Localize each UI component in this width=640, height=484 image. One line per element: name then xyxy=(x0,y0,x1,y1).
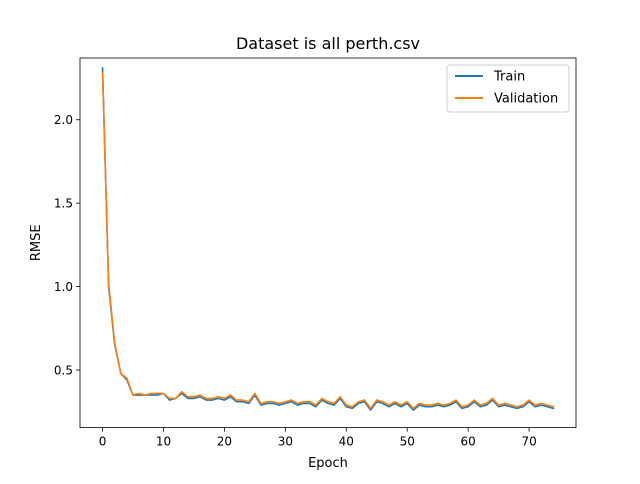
y-axis-label: RMSE xyxy=(29,224,44,261)
x-tick-label: 70 xyxy=(521,435,536,449)
y-tick-label: 2.0 xyxy=(54,113,73,127)
x-tick-label: 60 xyxy=(461,435,476,449)
y-tick-label: 1.0 xyxy=(54,280,73,294)
x-tick-label: 0 xyxy=(99,435,107,449)
y-tick-label: 0.5 xyxy=(54,364,73,378)
legend-label-validation: Validation xyxy=(494,92,558,107)
x-tick-label: 30 xyxy=(278,435,293,449)
x-tick-label: 10 xyxy=(156,435,171,449)
x-axis-ticks: 0 10 20 30 40 50 60 70 xyxy=(99,427,537,449)
x-tick-label: 20 xyxy=(217,435,232,449)
x-tick-label: 40 xyxy=(339,435,354,449)
legend-label-train: Train xyxy=(493,70,525,85)
chart-title: Dataset is all perth.csv xyxy=(236,34,420,53)
x-tick-label: 50 xyxy=(400,435,415,449)
y-axis-ticks: 0.5 1.0 1.5 2.0 xyxy=(54,113,80,378)
x-axis-label: Epoch xyxy=(308,456,348,471)
axes-frame xyxy=(79,57,577,429)
y-tick-label: 1.5 xyxy=(54,197,73,211)
series-layer xyxy=(101,67,555,411)
legend: Train Validation xyxy=(446,64,570,113)
series-line-validation xyxy=(101,72,555,410)
